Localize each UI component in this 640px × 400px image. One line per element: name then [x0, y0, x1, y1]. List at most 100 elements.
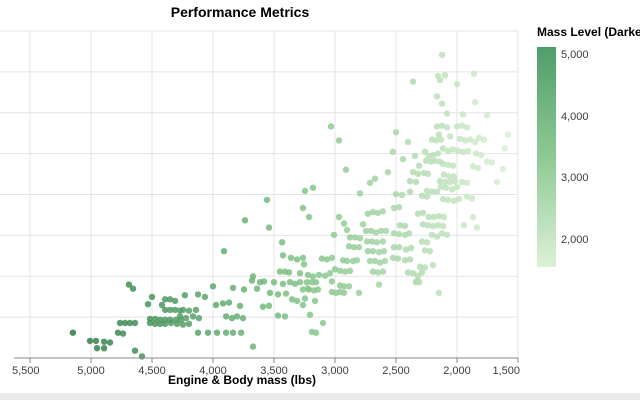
scatter-point [368, 238, 376, 245]
scatter-point [433, 188, 441, 195]
scatter-point [376, 259, 384, 266]
scatter-point [409, 270, 417, 277]
scatter-point [432, 137, 440, 144]
scatter-point [362, 227, 370, 235]
scatter-point [69, 329, 77, 336]
scatter-point [343, 226, 351, 234]
scatter-point [398, 191, 406, 199]
scatter-point [409, 78, 417, 85]
scatter-point [274, 291, 282, 298]
scatter-point [229, 284, 237, 292]
scatter-point [309, 273, 317, 280]
scatter-point [369, 268, 377, 275]
scatter-point [409, 169, 417, 176]
scatter-point [463, 179, 471, 186]
scatter-point [129, 285, 137, 292]
scatter-point [241, 217, 249, 224]
scatter-point [439, 195, 447, 203]
scatter-point [171, 297, 179, 305]
scatter-point [414, 210, 422, 217]
scatter-point [263, 196, 271, 204]
x-axis-title: Engine & Body mass (lbs) [167, 373, 317, 387]
scatter-point [434, 150, 442, 157]
scatter-point [469, 213, 477, 221]
scatter-point [470, 70, 478, 77]
scatter-point [364, 210, 372, 217]
scatter-point [367, 227, 375, 235]
scatter-point [429, 151, 437, 159]
scatter-point [396, 222, 404, 229]
scatter-point [421, 264, 429, 271]
scatter-point [239, 314, 247, 322]
scatter-point [213, 329, 221, 336]
scatter-point [415, 279, 423, 286]
scatter-point [449, 146, 457, 153]
scatter-point [372, 229, 380, 236]
scatter-point [86, 337, 94, 345]
scatter-point [480, 136, 488, 143]
scatter-point [429, 261, 437, 269]
scatter-point [201, 293, 209, 301]
scatter-point [125, 281, 133, 288]
scatter-point [390, 244, 398, 251]
scatter-point [471, 98, 479, 106]
scatter-point [436, 76, 444, 84]
scatter-point [156, 320, 164, 327]
scatter-point [189, 313, 197, 320]
x-tick-label: 2,500 [382, 365, 410, 377]
scatter-point [444, 196, 452, 204]
scatter-point [371, 257, 379, 265]
scatter-point [442, 184, 450, 191]
scatter-point [458, 178, 466, 186]
scatter-point [204, 329, 212, 336]
scatter-point [493, 178, 501, 186]
scatter-point [336, 267, 344, 274]
scatter-point [474, 164, 482, 172]
scatter-point [433, 123, 441, 130]
legend-tick-label: 3,000 [561, 172, 589, 185]
scatter-point [504, 131, 512, 138]
scatter-point [440, 171, 448, 178]
scatter-point [422, 157, 430, 164]
scatter-point [446, 133, 454, 140]
scatter-point [477, 151, 485, 159]
x-tick-label: 3,000 [321, 365, 349, 377]
scatter-point [364, 248, 372, 255]
scatter-point [406, 188, 414, 195]
scatter-point [92, 337, 100, 345]
scatter-point [340, 289, 348, 296]
scatter-point [366, 257, 374, 265]
x-tick-label: 2,000 [443, 365, 471, 377]
scatter-point [312, 329, 320, 336]
scatter-point [305, 213, 313, 221]
scatter-point [119, 330, 127, 337]
scatter-point [438, 122, 446, 129]
scatter-point [171, 306, 179, 314]
scatter-point [483, 158, 491, 165]
legend: Mass Level (Darke 5,000 4,000 3,000 2,000 [537, 25, 640, 285]
scatter-point [475, 134, 483, 142]
scatter-point [161, 306, 169, 314]
scatter-point [369, 208, 377, 216]
scatter-point [323, 256, 331, 263]
scatter-point [488, 159, 496, 166]
scatter-point [301, 187, 309, 195]
scatter-point [106, 339, 114, 346]
scatter-point [415, 162, 423, 169]
scatter-point [220, 248, 228, 255]
scatter-point [161, 320, 169, 327]
scatter-point [375, 281, 383, 288]
scatter-point [194, 291, 202, 298]
x-tick-label: 1,500 [492, 365, 520, 377]
scatter-point [299, 301, 307, 309]
scatter-point [114, 329, 122, 336]
scatter-point [418, 269, 426, 276]
scatter-point [270, 279, 278, 286]
scatter-point [380, 248, 388, 255]
scatter-point [441, 178, 449, 186]
scatter-point [390, 204, 398, 212]
chart-title: Performance Metrics [170, 4, 310, 20]
scatter-point [331, 266, 339, 273]
scatter-point [330, 231, 338, 239]
